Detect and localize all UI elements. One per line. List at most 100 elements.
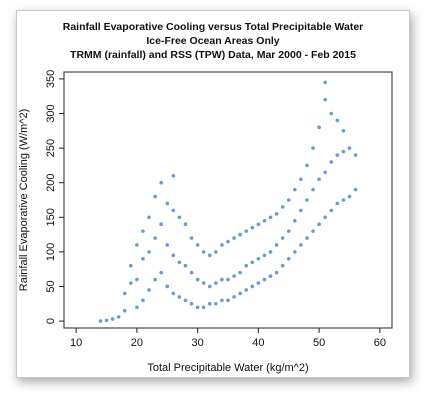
data-point <box>244 288 249 292</box>
data-point <box>226 277 230 282</box>
y-axis-label: Rainfall Evaporative Cooling (W/m^2) <box>18 109 30 291</box>
data-point <box>214 250 218 254</box>
data-point <box>159 180 163 185</box>
data-point <box>147 250 151 254</box>
y-tick-label: 0 <box>45 318 57 324</box>
data-point <box>177 215 182 220</box>
data-point <box>329 111 334 116</box>
data-point <box>250 284 255 289</box>
data-point <box>238 270 242 275</box>
x-tick-label: 30 <box>192 337 204 349</box>
y-tick-label: 50 <box>45 280 57 292</box>
data-point <box>335 201 340 206</box>
x-tick-label: 10 <box>70 337 82 349</box>
data-point <box>135 277 139 282</box>
data-point <box>299 208 303 213</box>
data-point <box>262 277 267 282</box>
data-point <box>335 118 340 123</box>
y-tick-label: 100 <box>45 243 57 261</box>
chart-frame <box>16 10 410 378</box>
data-point <box>135 243 139 247</box>
x-axis: 10 20 30 40 50 60 <box>70 328 386 349</box>
data-point <box>116 315 121 319</box>
data-point <box>122 308 127 313</box>
data-point <box>177 260 182 265</box>
data-point <box>147 215 151 220</box>
data-point <box>153 236 157 240</box>
data-point <box>226 239 230 244</box>
x-tick-label: 60 <box>374 337 386 349</box>
data-point <box>171 173 176 178</box>
data-point <box>280 205 285 209</box>
data-point <box>207 301 212 306</box>
data-point <box>135 305 139 310</box>
data-point <box>177 295 182 299</box>
data-point <box>214 301 218 306</box>
chart-title: Rainfall Evaporative Cooling versus Tota… <box>62 21 364 33</box>
data-points <box>98 80 358 323</box>
data-point <box>232 236 236 240</box>
y-axis: 0 50 100 150 200 250 300 350 <box>45 70 64 324</box>
data-point <box>171 291 176 296</box>
data-point <box>311 229 315 233</box>
data-point <box>353 187 358 192</box>
data-point <box>250 225 255 230</box>
data-point <box>341 198 346 202</box>
data-point <box>238 291 242 296</box>
data-point <box>98 319 103 323</box>
data-point <box>317 177 321 182</box>
data-point <box>207 284 212 289</box>
data-point <box>189 270 194 275</box>
data-point <box>280 263 285 268</box>
data-point <box>311 146 315 150</box>
data-point <box>335 153 340 157</box>
data-point <box>238 232 242 237</box>
data-point <box>286 257 291 261</box>
data-point <box>195 243 200 247</box>
y-tick-label: 150 <box>45 208 57 226</box>
data-point <box>305 198 309 202</box>
data-point <box>268 250 273 254</box>
data-point <box>183 263 188 268</box>
data-point <box>341 129 346 133</box>
data-point <box>195 277 200 282</box>
data-point <box>329 208 334 213</box>
data-point <box>274 270 279 275</box>
data-point <box>323 215 327 220</box>
data-point <box>141 229 145 233</box>
data-point <box>171 208 176 213</box>
y-tick-label: 300 <box>45 104 57 122</box>
data-point <box>293 250 297 254</box>
data-point <box>220 298 224 303</box>
x-axis-label: Total Precipitable Water (kg/m^2) <box>147 362 308 374</box>
y-tick-label: 200 <box>45 174 57 192</box>
data-point <box>256 257 261 261</box>
data-point <box>317 222 321 227</box>
data-point <box>244 229 249 233</box>
data-point <box>122 291 127 296</box>
data-point <box>220 243 224 247</box>
x-tick-label: 40 <box>252 337 264 349</box>
data-point <box>262 218 267 223</box>
x-tick-label: 20 <box>131 337 143 349</box>
data-point <box>165 201 170 206</box>
data-point <box>232 274 236 278</box>
x-tick-label: 50 <box>313 337 325 349</box>
data-point <box>183 298 188 303</box>
data-point <box>153 277 157 282</box>
data-point <box>171 253 176 258</box>
data-point <box>268 274 273 278</box>
chart-titles: Rainfall Evaporative Cooling versus Tota… <box>0 20 426 62</box>
data-point <box>129 281 133 285</box>
data-point <box>347 146 352 150</box>
data-point <box>305 236 309 240</box>
data-point <box>317 125 321 130</box>
data-point <box>153 194 157 199</box>
data-point <box>159 222 163 227</box>
data-point <box>268 215 273 220</box>
data-point <box>280 236 285 240</box>
data-point <box>201 281 206 285</box>
data-point <box>195 305 200 310</box>
data-point <box>141 257 145 261</box>
